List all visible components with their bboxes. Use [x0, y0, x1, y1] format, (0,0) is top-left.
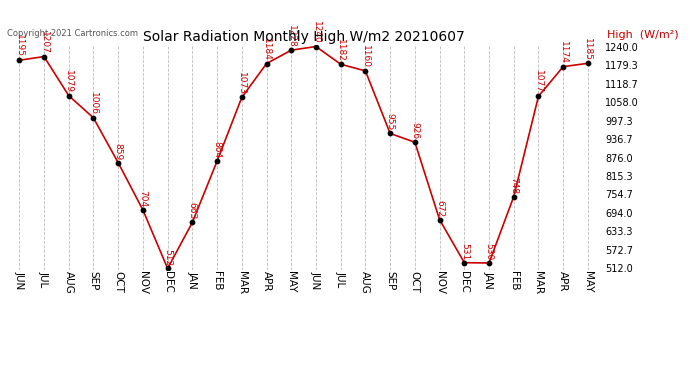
Text: 1079: 1079: [64, 70, 73, 93]
Text: 1195: 1195: [14, 34, 23, 57]
Text: 1184: 1184: [262, 38, 271, 61]
Text: 1182: 1182: [336, 39, 345, 62]
Text: 1160: 1160: [361, 45, 370, 68]
Point: [384, 130, 395, 136]
Text: 512: 512: [163, 249, 172, 266]
Text: Copyright 2021 Cartronics.com: Copyright 2021 Cartronics.com: [7, 28, 138, 38]
Point: [286, 47, 297, 53]
Point: [558, 64, 569, 70]
Text: 1073: 1073: [237, 72, 246, 94]
Point: [187, 219, 198, 225]
Text: 1207: 1207: [39, 31, 48, 54]
Text: 530: 530: [484, 243, 493, 260]
Text: 1228: 1228: [287, 25, 296, 47]
Point: [434, 217, 445, 223]
Point: [63, 93, 75, 99]
Text: 748: 748: [509, 177, 518, 194]
Text: High  (W/m²): High (W/m²): [607, 30, 679, 40]
Text: 704: 704: [139, 190, 148, 207]
Text: 672: 672: [435, 200, 444, 217]
Point: [484, 260, 495, 266]
Point: [409, 139, 420, 145]
Point: [162, 266, 173, 272]
Point: [137, 207, 148, 213]
Text: 926: 926: [411, 122, 420, 140]
Point: [261, 61, 272, 67]
Text: 859: 859: [114, 142, 123, 160]
Point: [533, 93, 544, 99]
Point: [459, 260, 470, 266]
Point: [88, 115, 99, 121]
Point: [212, 158, 223, 164]
Text: 1185: 1185: [584, 38, 593, 60]
Text: 864: 864: [213, 141, 221, 158]
Title: Solar Radiation Monthly High W/m2 20210607: Solar Radiation Monthly High W/m2 202106…: [143, 30, 464, 44]
Point: [360, 68, 371, 74]
Point: [236, 94, 247, 100]
Point: [509, 194, 520, 200]
Text: 1077: 1077: [534, 70, 543, 93]
Text: 955: 955: [386, 113, 395, 130]
Point: [335, 61, 346, 67]
Text: 1006: 1006: [89, 92, 98, 115]
Point: [582, 60, 593, 66]
Point: [39, 54, 50, 60]
Text: 663: 663: [188, 202, 197, 220]
Text: 1174: 1174: [559, 41, 568, 64]
Text: 1240: 1240: [311, 21, 320, 44]
Point: [112, 160, 124, 166]
Text: 531: 531: [460, 243, 469, 260]
Point: [14, 57, 25, 63]
Point: [310, 44, 322, 50]
